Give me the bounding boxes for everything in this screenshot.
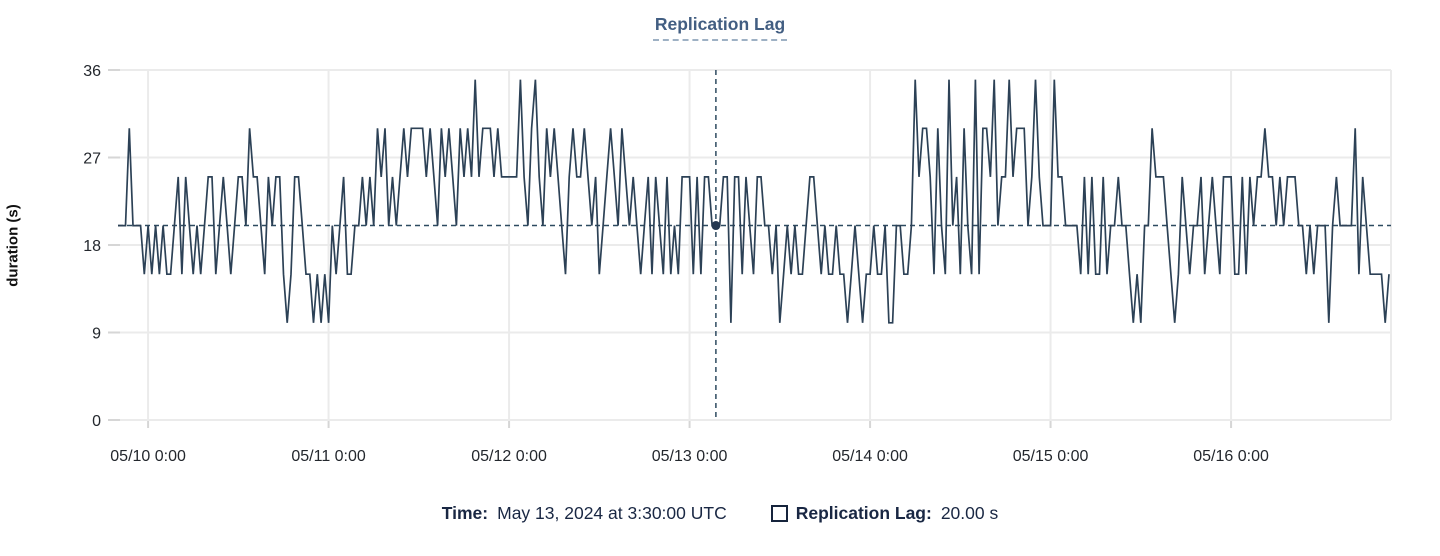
chart-title[interactable]: Replication Lag bbox=[652, 14, 788, 41]
x-tick-label: 05/11 0:00 bbox=[291, 448, 366, 465]
y-tick-label: 0 bbox=[92, 413, 101, 430]
tooltip-time-group: Time: May 13, 2024 at 3:30:00 UTC bbox=[442, 503, 727, 524]
selected-point-marker bbox=[711, 221, 721, 231]
chart-header: Replication Lag bbox=[0, 14, 1440, 41]
x-tick-label: 05/14 0:00 bbox=[832, 448, 908, 465]
plot-area[interactable]: 0 9 18 27 36 05/10 0:00 05/11 0:00 05/12 0:00 05… bbox=[0, 0, 1440, 475]
x-tick-label: 05/13 0:00 bbox=[652, 448, 728, 465]
series-line bbox=[118, 79, 1390, 324]
y-tick-label: 18 bbox=[83, 238, 101, 255]
y-tick-label: 27 bbox=[83, 151, 101, 168]
x-tick-label: 05/16 0:00 bbox=[1193, 448, 1269, 465]
y-tick-label: 9 bbox=[92, 326, 101, 343]
tooltip-series-label: Replication Lag: bbox=[795, 503, 932, 523]
tooltip-legend: Time: May 13, 2024 at 3:30:00 UTC Replic… bbox=[0, 503, 1440, 524]
x-tick-label: 05/15 0:00 bbox=[1013, 448, 1089, 465]
tooltip-series-value: 20.00 s bbox=[940, 503, 999, 523]
x-tick-label: 05/10 0:00 bbox=[110, 448, 186, 465]
series-swatch-icon bbox=[770, 505, 788, 522]
tooltip-time-label: Time: bbox=[441, 503, 489, 523]
tooltip-time-value: May 13, 2024 at 3:30:00 UTC bbox=[497, 503, 727, 523]
y-tick-label: 36 bbox=[83, 63, 101, 80]
x-tick-label: 05/12 0:00 bbox=[471, 448, 547, 465]
tooltip-series-group[interactable]: Replication Lag: 20.00 s bbox=[770, 503, 999, 524]
